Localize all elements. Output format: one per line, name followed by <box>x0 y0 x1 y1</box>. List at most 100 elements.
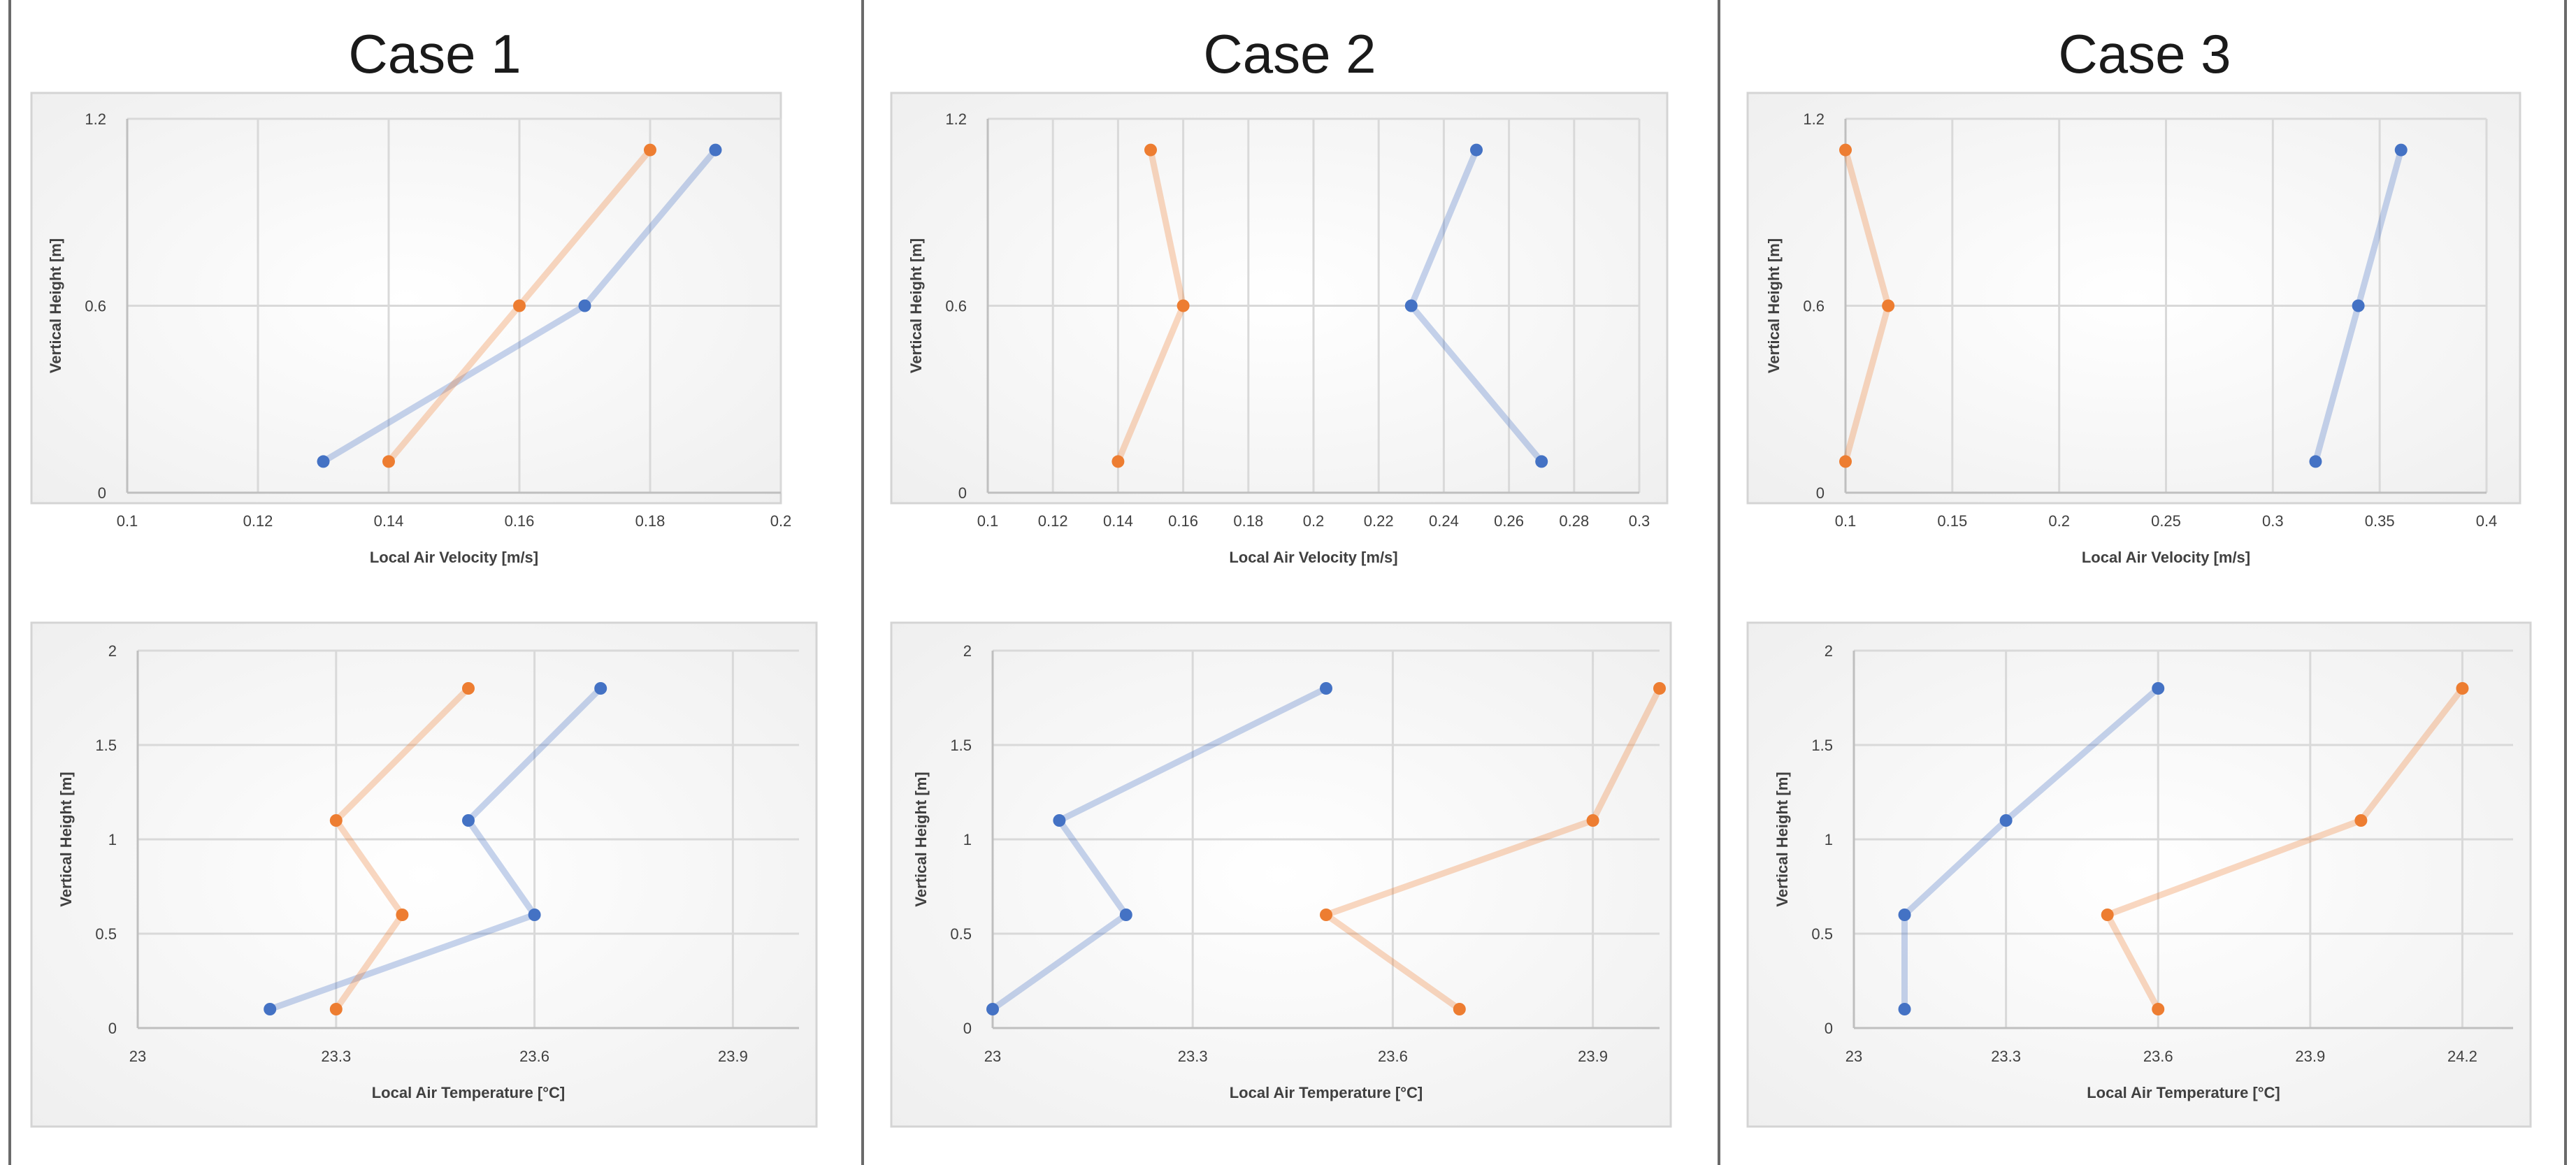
chart-panel <box>1746 621 2532 1128</box>
y-tick-label: 1.5 <box>950 737 972 754</box>
x-tick-label: 23.9 <box>718 1048 748 1065</box>
y-tick-label: 2 <box>1825 642 1833 660</box>
y-tick-label: 1.2 <box>1803 110 1825 128</box>
x-tick-label: 0.25 <box>2151 512 2181 530</box>
x-tick-label: 23.6 <box>519 1048 549 1065</box>
y-tick-label: 0 <box>958 484 967 502</box>
x-tick-label: 23 <box>129 1048 146 1065</box>
data-point-orange <box>644 143 656 157</box>
x-tick-label: 0.1 <box>1835 512 1857 530</box>
data-point-blue <box>1320 682 1332 695</box>
data-point-blue <box>1535 455 1548 468</box>
chart-panel <box>30 92 782 505</box>
chart-panel <box>1746 92 2521 505</box>
data-point-orange <box>1111 455 1125 468</box>
data-point-orange <box>2354 814 2368 827</box>
data-point-blue <box>594 682 607 695</box>
y-tick-label: 0.6 <box>85 298 106 315</box>
y-tick-label: 1.5 <box>1811 737 1833 754</box>
x-tick-label: 0.2 <box>770 512 792 530</box>
x-tick-label: 0.2 <box>1303 512 1325 530</box>
y-tick-label: 1.2 <box>945 110 967 128</box>
case-1-title: Case 1 <box>348 23 521 85</box>
data-point-blue <box>709 143 722 157</box>
y-tick-label: 2 <box>108 642 117 660</box>
x-tick-label: 0.24 <box>1429 512 1459 530</box>
y-tick-label: 1 <box>108 831 117 848</box>
x-axis-label: Local Air Velocity [m/s] <box>2082 549 2250 566</box>
x-tick-label: 23.3 <box>1991 1048 2021 1065</box>
case-3-title: Case 3 <box>2058 23 2231 85</box>
x-tick-label: 24.2 <box>2447 1048 2477 1065</box>
x-axis-label: Local Air Temperature [°C] <box>2087 1084 2280 1101</box>
x-tick-label: 0.3 <box>2262 512 2284 530</box>
series-line-orange <box>333 685 472 1013</box>
data-point-blue <box>2152 682 2165 695</box>
y-tick-label: 0 <box>108 1020 117 1037</box>
y-tick-label: 1.5 <box>95 737 117 754</box>
x-axis-label: Local Air Velocity [m/s] <box>1229 549 1397 566</box>
x-tick-label: 0.22 <box>1364 512 1394 530</box>
chart-panel <box>30 621 818 1128</box>
y-tick-label: 1 <box>963 831 972 848</box>
data-point-orange <box>462 682 475 695</box>
data-point-blue <box>317 455 330 468</box>
x-axis-label: Local Air Velocity [m/s] <box>370 549 538 566</box>
x-tick-label: 0.14 <box>1103 512 1133 530</box>
data-point-orange <box>1882 299 1895 312</box>
data-point-blue <box>462 814 475 827</box>
data-point-blue <box>2309 455 2322 468</box>
y-tick-label: 1 <box>1825 831 1833 848</box>
x-tick-label: 0.1 <box>977 512 999 530</box>
data-point-orange <box>1453 1003 1466 1015</box>
data-point-blue <box>1053 814 1066 827</box>
data-point-orange <box>1586 814 1599 827</box>
data-point-orange <box>1839 455 1852 468</box>
x-tick-label: 23.9 <box>2295 1048 2325 1065</box>
y-axis-label: Vertical Height [m] <box>57 772 75 906</box>
data-point-blue <box>1999 814 2013 827</box>
series-line-blue <box>989 685 1330 1013</box>
x-tick-label: 0.4 <box>2476 512 2498 530</box>
x-tick-label: 0.3 <box>1629 512 1650 530</box>
y-tick-label: 2 <box>963 642 972 660</box>
x-tick-label: 23.6 <box>1378 1048 1408 1065</box>
chart-panel <box>890 621 1672 1128</box>
data-point-blue <box>528 909 541 921</box>
series-line-blue <box>1901 685 2161 1013</box>
chart-velocity-2: 0 0.6 1.2 0.1 0.12 0.14 0.16 0.18 0.2 0.22 0.24 0.2… <box>890 92 1669 566</box>
data-point-orange <box>2456 682 2469 695</box>
data-point-blue <box>578 299 591 312</box>
x-tick-label: 0.18 <box>635 512 665 530</box>
x-tick-label: 0.18 <box>1233 512 1263 530</box>
data-point-blue <box>1898 1003 1911 1015</box>
x-tick-label: 23.9 <box>1578 1048 1608 1065</box>
x-axis-label: Local Air Temperature [°C] <box>1230 1084 1423 1101</box>
data-point-orange <box>396 909 409 921</box>
y-tick-label: 0.5 <box>95 925 117 943</box>
chart-temperature-1: 0 0.5 1 1.5 2 23 23.3 23.6 23.9 Local Air Tempera… <box>30 621 818 1128</box>
x-tick-label: 23.6 <box>2143 1048 2173 1065</box>
x-axis-label: Local Air Temperature [°C] <box>372 1084 566 1101</box>
y-tick-label: 0 <box>1825 1020 1833 1037</box>
y-tick-label: 0.5 <box>1811 925 1833 943</box>
y-tick-label: 0 <box>98 484 106 502</box>
data-point-blue <box>1404 299 1418 312</box>
series-line-orange <box>1323 685 1663 1013</box>
data-point-orange <box>382 455 395 468</box>
x-tick-label: 23.3 <box>321 1048 351 1065</box>
data-point-orange <box>329 814 343 827</box>
chart-panel <box>890 92 1669 505</box>
chart-temperature-2: 0 0.5 1 1.5 2 23 23.3 23.6 23.9 Local Air Tempera… <box>890 621 1672 1128</box>
x-tick-label: 23 <box>984 1048 1001 1065</box>
data-point-blue <box>264 1003 277 1015</box>
data-point-orange <box>1320 909 1332 921</box>
data-point-blue <box>1470 143 1483 157</box>
data-point-blue <box>2394 143 2408 157</box>
y-tick-label: 0.6 <box>945 298 967 315</box>
data-point-orange <box>1177 299 1190 312</box>
case-2-title: Case 2 <box>1203 23 1376 85</box>
data-point-orange <box>329 1003 343 1015</box>
data-point-orange <box>513 299 526 312</box>
